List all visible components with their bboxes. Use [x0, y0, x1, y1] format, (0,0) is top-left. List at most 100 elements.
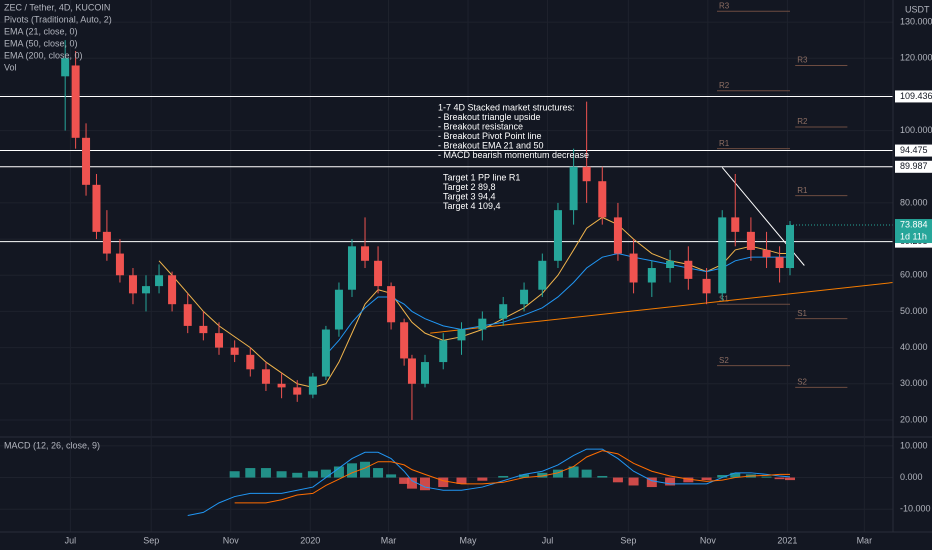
histogram-bar — [717, 475, 728, 478]
y-tick-label: 40.000 — [900, 342, 928, 352]
level-label: 109.436 — [900, 91, 932, 101]
candle-body — [374, 260, 383, 287]
histogram-bar — [628, 477, 639, 486]
macd-pane — [0, 438, 893, 532]
candle-body — [538, 260, 547, 290]
legend-entry: Pivots (Traditional, Auto, 2) — [4, 14, 112, 24]
histogram-bar — [346, 463, 357, 478]
histogram-bar — [477, 477, 488, 481]
histogram-bar — [307, 471, 318, 478]
histogram-bar — [456, 477, 467, 484]
candle-body — [115, 253, 124, 276]
y-tick-label: 60.000 — [900, 270, 928, 280]
candle-body — [407, 358, 416, 384]
histogram-bar — [498, 475, 509, 478]
candle-body — [457, 329, 466, 341]
pivot-label: R2 — [719, 81, 730, 90]
macd-line — [187, 448, 791, 517]
histogram-bar — [360, 461, 371, 478]
candle-body — [82, 137, 91, 185]
signal-line — [234, 450, 791, 504]
level-label-box — [895, 160, 932, 173]
candle-body — [71, 65, 80, 138]
histogram-bar — [399, 477, 410, 484]
y2-tick-label: 10.000 — [900, 440, 928, 450]
candle-body — [746, 231, 755, 250]
candle-body — [775, 257, 784, 269]
target-line: Target 1 PP line R1 — [443, 172, 520, 182]
last-price-label: 73.884 — [900, 219, 928, 229]
histogram-bar — [612, 477, 623, 483]
histogram-bar — [276, 471, 287, 478]
histogram-bar — [320, 469, 331, 478]
histogram-bar — [245, 468, 256, 478]
candle-body — [569, 166, 578, 211]
legend-entry: EMA (50, close, 0) — [4, 38, 78, 48]
candle-body — [478, 318, 487, 330]
pivot-label: R1 — [719, 139, 730, 148]
annotation-line: - Breakout EMA 21 and 50 — [438, 140, 544, 150]
last-price-box — [895, 219, 932, 244]
candle-body — [230, 347, 239, 355]
pivot-label: S2 — [797, 377, 807, 386]
histogram-bar — [406, 477, 417, 489]
candle-body — [334, 289, 343, 330]
pivot-label: R3 — [797, 56, 808, 65]
candle-body — [347, 246, 356, 290]
y-tick-label: 50.000 — [900, 306, 928, 316]
level-label-box — [895, 144, 932, 157]
y2-tick-label: -10.000 — [900, 504, 931, 514]
candle-body — [718, 217, 727, 294]
chart-title: ZEC / Tether, 4D, KUCOIN — [4, 2, 110, 12]
histogram-bar — [761, 476, 772, 478]
y-tick-label: 100.000 — [900, 125, 932, 135]
histogram-bar — [665, 477, 676, 486]
level-label-box — [895, 90, 932, 103]
candle-body — [293, 387, 302, 395]
histogram-bar — [386, 474, 397, 478]
candle-body — [499, 304, 508, 319]
y-tick-label: 130.000 — [900, 16, 932, 26]
legend-entry: EMA (200, close, 0) — [4, 50, 83, 60]
candle-body — [308, 376, 317, 395]
candle-body — [321, 329, 330, 377]
histogram-bar — [260, 468, 271, 478]
candle-body — [702, 278, 711, 294]
candle-body — [647, 268, 656, 283]
candle-body — [439, 340, 448, 363]
y-tick-label: 80.000 — [900, 197, 928, 207]
candle-body — [361, 246, 370, 261]
countdown-label: 1d 11h — [900, 231, 927, 241]
candle-body — [629, 253, 638, 283]
candle-body — [666, 260, 675, 269]
annotation-line: - Breakout Pivot Point line — [438, 131, 542, 141]
histogram-bar — [785, 477, 796, 481]
annotation-line: 1-7 4D Stacked market structures: — [438, 102, 575, 112]
histogram-bar — [701, 477, 712, 481]
x-tick-label: Sep — [620, 535, 636, 545]
histogram-bar — [292, 472, 303, 478]
x-tick-label: Nov — [700, 535, 717, 545]
candle-body — [128, 275, 137, 294]
x-tick-label: Mar — [381, 535, 397, 545]
pivot-label: R2 — [797, 117, 808, 126]
histogram-bar — [597, 475, 608, 478]
candle-body — [183, 304, 192, 326]
candle-body — [598, 181, 607, 218]
candle-body — [215, 333, 224, 348]
overlay: 20.00030.00040.00050.00060.00070.00080.0… — [4, 2, 932, 545]
currency-label: USDT — [905, 4, 930, 14]
x-tick-label: Mar — [857, 535, 873, 545]
candle-body — [731, 217, 740, 232]
histogram-bar — [730, 472, 741, 478]
candle-body — [277, 383, 286, 388]
histogram-bar — [581, 469, 592, 478]
histogram-bar — [537, 472, 548, 478]
y-tick-label: 20.000 — [900, 414, 928, 424]
histogram-bar — [519, 474, 530, 478]
y-tick-label: 30.000 — [900, 378, 928, 388]
pivot-label: R3 — [719, 1, 730, 10]
candle-body — [61, 58, 70, 77]
x-tick-label: Jul — [542, 535, 554, 545]
